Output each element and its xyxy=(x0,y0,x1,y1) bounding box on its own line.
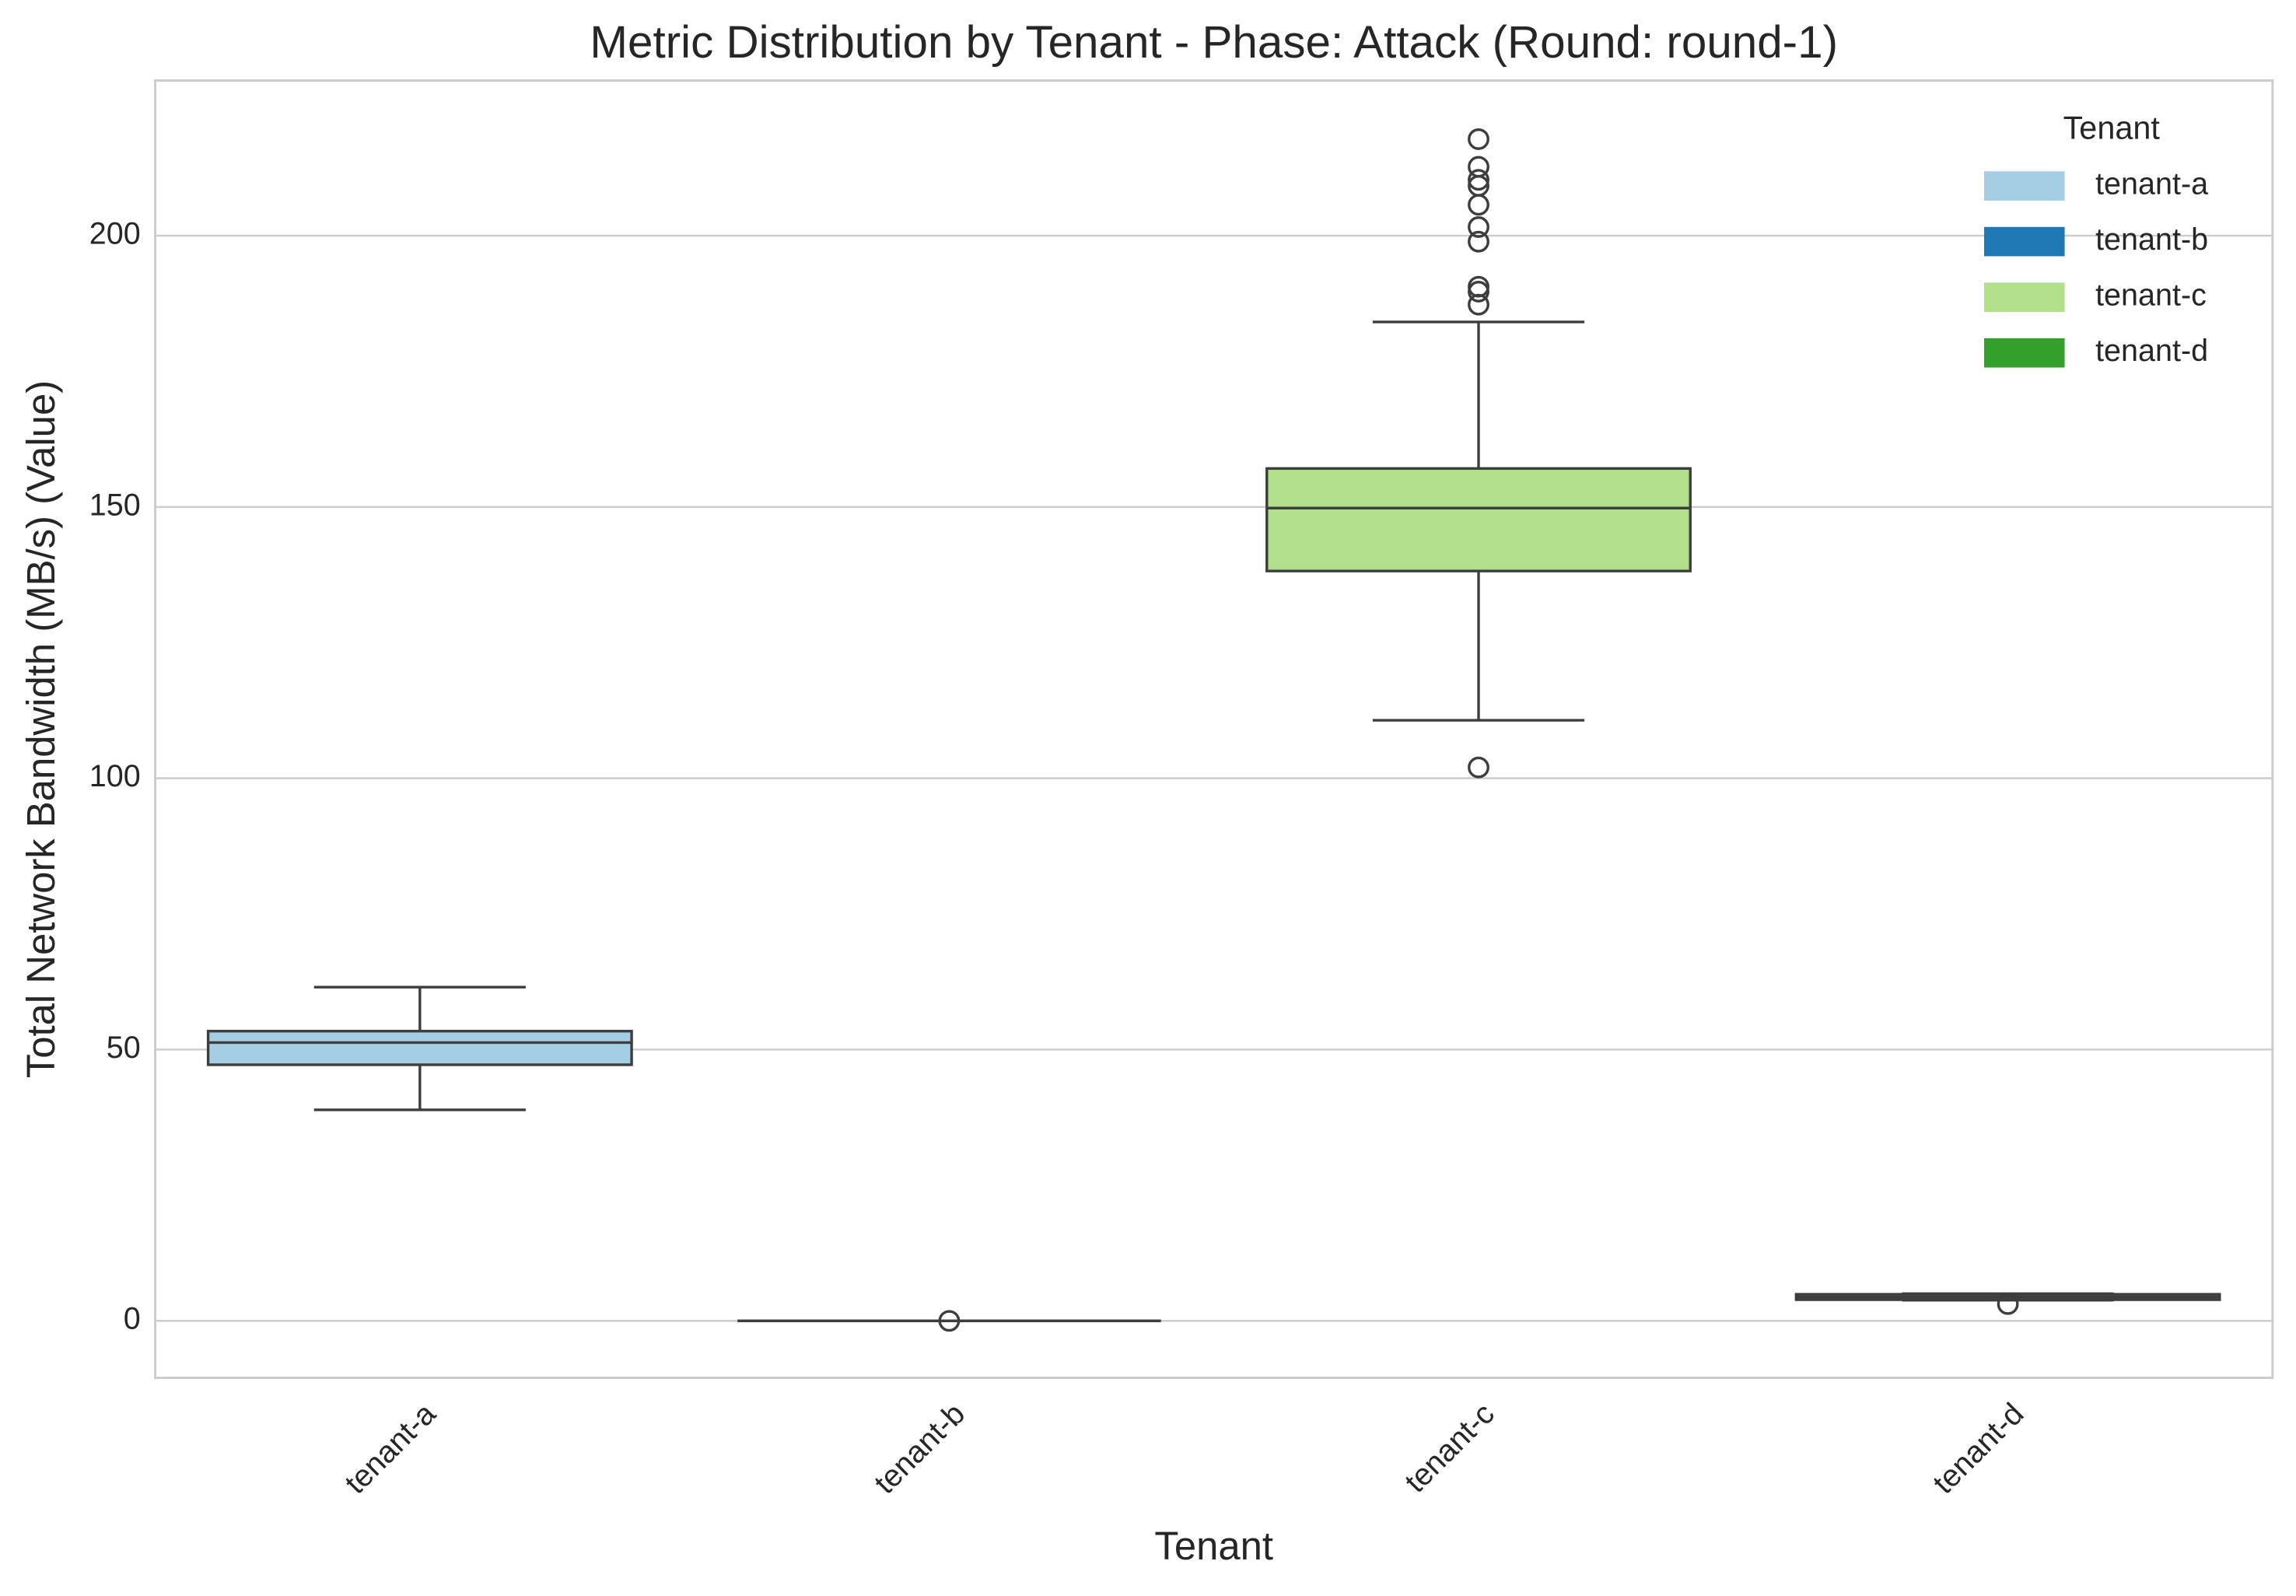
y-tick-label: 0 xyxy=(124,1302,141,1336)
legend-title: Tenant xyxy=(2063,110,2161,145)
y-tick-label: 150 xyxy=(89,488,141,522)
legend-label: tenant-a xyxy=(2095,167,2208,201)
y-tick-label: 200 xyxy=(89,216,141,250)
outlier xyxy=(1468,215,1489,238)
outlier xyxy=(1468,280,1489,303)
y-axis-label: Total Network Bandwidth (MB/s) (Value) xyxy=(19,380,63,1078)
legend-label: tenant-b xyxy=(2095,222,2208,257)
legend-swatch xyxy=(1983,282,2065,312)
legend-swatch xyxy=(1983,226,2065,257)
box xyxy=(206,1030,633,1066)
x-axis-label: Tenant xyxy=(1154,1524,1273,1568)
legend-label: tenant-d xyxy=(2095,334,2208,368)
outlier xyxy=(1468,128,1489,150)
y-tick-label: 100 xyxy=(89,759,141,793)
outlier xyxy=(1468,169,1489,191)
chart-title: Metric Distribution by Tenant - Phase: A… xyxy=(590,17,1838,68)
outlier xyxy=(1468,230,1489,253)
outlier xyxy=(1468,194,1489,216)
legend-swatch xyxy=(1983,338,2065,368)
outlier xyxy=(1997,1293,2019,1315)
y-tick-label: 50 xyxy=(107,1031,141,1065)
outlier xyxy=(938,1310,961,1332)
outlier xyxy=(1468,756,1489,779)
plot-frame xyxy=(154,79,2274,1380)
box xyxy=(1265,467,1692,572)
outlier xyxy=(1468,293,1489,316)
legend-swatch xyxy=(1983,171,2065,201)
legend-label: tenant-c xyxy=(2095,278,2207,313)
